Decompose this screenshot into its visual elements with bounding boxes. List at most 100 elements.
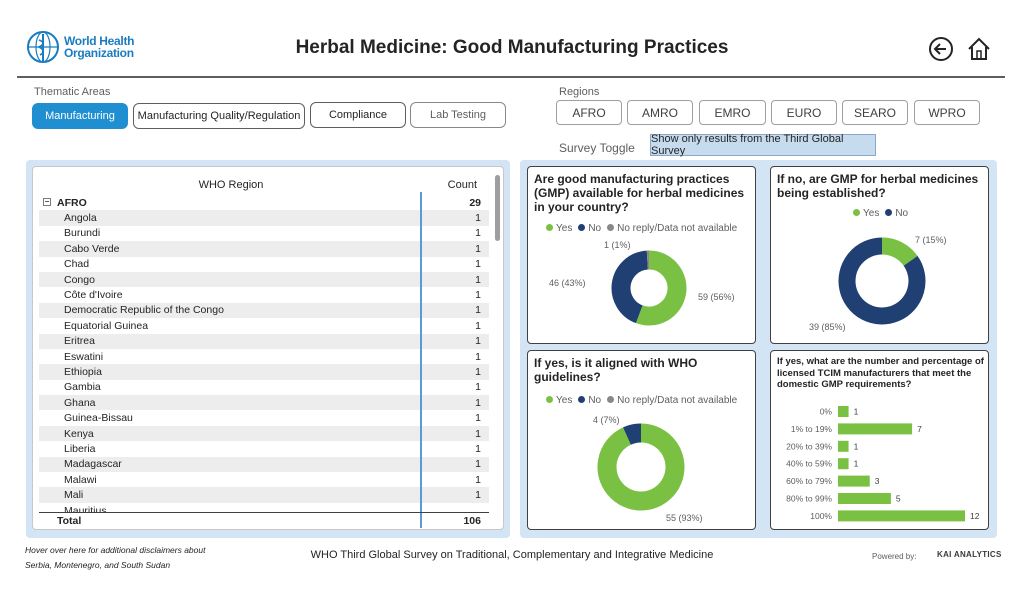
- table-row[interactable]: Mauritius: [39, 503, 489, 514]
- legend-dot-noreply: [607, 396, 615, 403]
- table-row[interactable]: Madagascar 1: [39, 456, 489, 473]
- tab-lab-testing[interactable]: Lab Testing: [410, 102, 506, 128]
- region-searo-button[interactable]: SEARO: [842, 100, 908, 125]
- table-row[interactable]: Cabo Verde 1: [39, 241, 489, 257]
- row-count: 1: [475, 489, 481, 502]
- table-row[interactable]: Malawi 1: [39, 472, 489, 487]
- collapse-icon[interactable]: −: [43, 197, 51, 206]
- row-count: 1: [475, 427, 481, 440]
- region-amro-button[interactable]: AMRO: [627, 100, 693, 125]
- table-row[interactable]: Burundi 1: [39, 226, 489, 241]
- legend-yes[interactable]: Yes: [546, 395, 572, 406]
- row-count: 1: [475, 365, 481, 378]
- bar-category-label: 1% to 19%: [791, 424, 833, 434]
- donut-slice-yes[interactable]: [635, 250, 687, 326]
- back-icon[interactable]: [928, 36, 954, 62]
- page-title: Herbal Medicine: Good Manufacturing Prac…: [295, 37, 729, 58]
- gmp-available-chart[interactable]: Are good manufacturing practices (GMP) a…: [527, 166, 756, 344]
- brand-text: KAI ANALYTICS: [937, 550, 1002, 559]
- legend-yes[interactable]: Yes: [546, 223, 572, 234]
- donut-chart: [611, 250, 687, 326]
- chart-title: If no, are GMP for herbal medicines bein…: [777, 172, 979, 200]
- legend-no[interactable]: No: [578, 395, 601, 406]
- table-row[interactable]: Mali 1: [39, 487, 489, 503]
- bar-category-label: 40% to 59%: [786, 459, 832, 469]
- donut-slice-yes[interactable]: [881, 237, 918, 267]
- bar[interactable]: [838, 440, 849, 452]
- table-row[interactable]: Eswatini 1: [39, 349, 489, 364]
- disclaimer-note[interactable]: Hover over here for additional disclaime…: [25, 543, 205, 573]
- table-row[interactable]: Equatorial Guinea 1: [39, 318, 489, 333]
- table-row[interactable]: Ghana 1: [39, 395, 489, 411]
- table-scrollbar[interactable]: [493, 173, 501, 525]
- bar[interactable]: [838, 406, 849, 417]
- bar[interactable]: [838, 493, 891, 504]
- donut-slice-no[interactable]: [838, 237, 926, 325]
- tab-manufacturing-quality-regulation[interactable]: Manufacturing Quality/Regulation: [133, 103, 305, 129]
- who-logo: World Health Organization: [26, 30, 146, 64]
- row-region: Eswatini: [64, 350, 104, 363]
- table-row[interactable]: Côte d'Ivoire 1: [39, 287, 489, 302]
- column-header-region[interactable]: WHO Region: [198, 179, 264, 191]
- row-count: 1: [475, 335, 481, 348]
- table-row[interactable]: Gambia 1: [39, 380, 489, 395]
- table-row[interactable]: Chad 1: [39, 257, 489, 272]
- donut-slice-yes[interactable]: [597, 423, 685, 511]
- legend-dot-no: [578, 224, 586, 231]
- table-row[interactable]: Ethiopia 1: [39, 364, 489, 380]
- tab-manufacturing[interactable]: Manufacturing: [32, 103, 128, 129]
- kai-analytics-logo: KAI ANALYTICS: [937, 550, 1002, 559]
- home-icon[interactable]: [966, 36, 992, 62]
- survey-source-text: WHO Third Global Survey on Traditional, …: [310, 549, 714, 561]
- donut-slice-no[interactable]: [611, 250, 649, 324]
- bar[interactable]: [838, 458, 849, 470]
- table-row[interactable]: Guinea-Bissau 1: [39, 410, 489, 425]
- bar[interactable]: [838, 475, 870, 487]
- licensed-manufacturers-chart[interactable]: If yes, what are the number and percenta…: [770, 350, 989, 530]
- table-row-group[interactable]: − AFRO 29: [39, 195, 489, 211]
- row-region: Burundi: [64, 227, 101, 240]
- donut-slice-no[interactable]: [623, 423, 642, 445]
- legend-dot-noreply: [607, 224, 615, 231]
- gmp-established-chart[interactable]: If no, are GMP for herbal medicines bein…: [770, 166, 989, 344]
- tab-compliance[interactable]: Compliance: [310, 102, 406, 128]
- region-afro-button[interactable]: AFRO: [556, 100, 622, 125]
- region-euro-button[interactable]: EURO: [771, 100, 837, 125]
- column-header-count[interactable]: Count: [447, 179, 477, 191]
- region-emro-button[interactable]: EMRO: [699, 100, 766, 125]
- legend-label: No: [588, 223, 602, 234]
- table-row[interactable]: Eritrea 1: [39, 333, 489, 349]
- bar-value-label: 3: [875, 476, 880, 486]
- scrollbar-thumb[interactable]: [495, 175, 500, 241]
- table-row[interactable]: Democratic Republic of the Congo 1: [39, 302, 489, 319]
- legend-dot-yes: [853, 209, 860, 216]
- table-row[interactable]: Liberia 1: [39, 441, 489, 456]
- table-row[interactable]: Kenya 1: [39, 425, 489, 442]
- slice-label-yes: 7 (15%): [915, 235, 947, 245]
- region-wpro-button[interactable]: WPRO: [914, 100, 980, 125]
- bar[interactable]: [838, 510, 965, 522]
- legend-label: No reply/Data not available: [617, 395, 738, 406]
- disclaimer-line-2: Serbia, Montenegro, and South Sudan: [25, 560, 171, 570]
- table-row[interactable]: Congo 1: [39, 271, 489, 288]
- who-aligned-chart[interactable]: If yes, is it aligned with WHO guideline…: [527, 350, 756, 530]
- bar-value-label: 12: [970, 511, 980, 521]
- legend-noreply[interactable]: No reply/Data not available: [607, 395, 737, 406]
- row-region: Guinea-Bissau: [64, 412, 133, 425]
- legend-noreply[interactable]: No reply/Data not available: [607, 223, 737, 234]
- disclaimer-line-1: Hover over here for additional disclaime…: [25, 545, 206, 555]
- legend-yes[interactable]: Yes: [853, 208, 879, 219]
- chart-legend: Yes No No reply/Data not available: [546, 223, 737, 234]
- survey-toggle-button[interactable]: Show only results from the Third Global …: [650, 133, 876, 157]
- legend-no[interactable]: No: [885, 208, 908, 219]
- table-row[interactable]: Angola 1: [39, 210, 489, 226]
- donut-chart: [838, 237, 926, 325]
- bar-value-label: 1: [854, 441, 859, 451]
- bar[interactable]: [838, 423, 913, 435]
- legend-dot-yes: [546, 224, 553, 231]
- total-label: Total: [57, 515, 82, 527]
- legend-label: Yes: [556, 395, 573, 406]
- legend-no[interactable]: No: [578, 223, 601, 234]
- row-region: Madagascar: [64, 458, 122, 471]
- row-count: 1: [475, 227, 481, 240]
